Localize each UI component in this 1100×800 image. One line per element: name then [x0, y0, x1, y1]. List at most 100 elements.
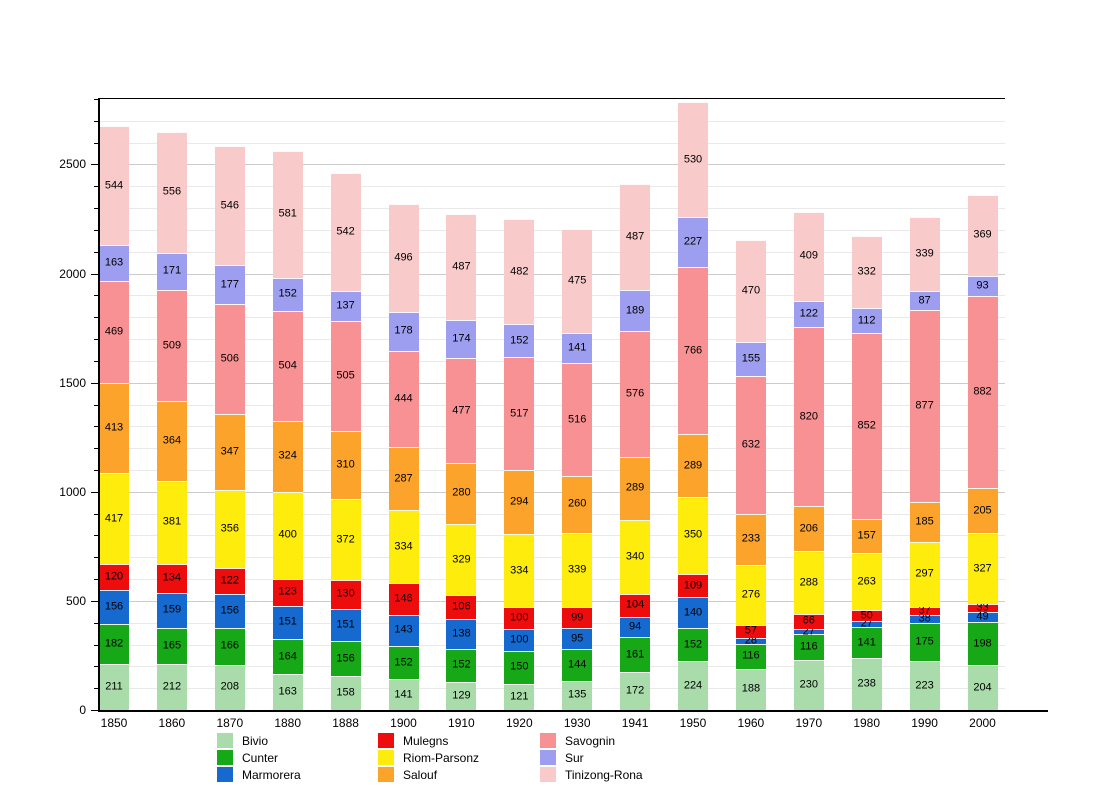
y-tick-minor — [94, 339, 98, 341]
x-tick-label: 1870 — [216, 716, 244, 730]
value-label: 530 — [683, 153, 703, 166]
value-label: 212 — [162, 680, 182, 693]
bar-segment-riom-parsonz-1860 — [156, 480, 187, 564]
y-tick-label: 2500 — [59, 157, 86, 172]
value-label: 288 — [799, 576, 818, 589]
value-label: 178 — [394, 324, 413, 337]
value-label: 37 — [918, 604, 931, 617]
value-label: 544 — [104, 179, 124, 192]
y-tick-major — [91, 382, 98, 384]
bar-segment-marmorera-1950 — [678, 597, 708, 628]
value-label: 121 — [510, 690, 529, 703]
bar-segment-marmorera-1888 — [330, 608, 361, 642]
value-label: 369 — [973, 228, 992, 241]
y-tick-label: 2000 — [59, 266, 86, 281]
value-label: 504 — [278, 359, 297, 372]
bar-segment-mulegns-1950 — [678, 573, 708, 598]
value-label: 364 — [162, 434, 182, 447]
value-label: 106 — [452, 600, 471, 613]
value-label: 66 — [802, 614, 815, 627]
plot-top-border — [98, 98, 1005, 99]
bar-segment-salouf-1860 — [156, 401, 187, 481]
value-label: 157 — [857, 529, 876, 542]
y-tick-major — [91, 710, 98, 711]
bar-segment-savognin-1870 — [214, 303, 245, 415]
bar-segment-tinizong-rona-1990 — [909, 217, 940, 292]
bar-segment-sur-1960 — [735, 342, 766, 377]
bar-segment-sur-1980 — [851, 308, 882, 333]
bar-segment-riom-parsonz-1910 — [446, 523, 477, 596]
legend-label-cunter: Cunter — [242, 751, 279, 765]
legend-swatch-mulegns — [378, 733, 394, 748]
value-label: 581 — [278, 207, 297, 220]
bar-segment-tinizong-rona-1920 — [504, 219, 535, 325]
value-label: 163 — [104, 256, 124, 269]
bar-segment-riom-parsonz-1980 — [851, 553, 882, 611]
bar-segment-bivio-1980 — [851, 658, 882, 710]
x-tick-label: 1930 — [563, 716, 591, 730]
x-tick-label: 1941 — [621, 716, 649, 730]
bar-segment-sur-2000 — [967, 275, 998, 296]
bar-segment-cunter-1941 — [620, 637, 651, 673]
y-tick-major — [91, 273, 98, 275]
value-label: 339 — [915, 247, 934, 260]
y-tick-major — [91, 600, 98, 602]
value-label: 95 — [571, 632, 584, 645]
bar-segment-sur-1930 — [562, 332, 593, 364]
value-label: 556 — [162, 185, 182, 198]
bar-segment-savognin-1960 — [735, 376, 766, 515]
value-label: 172 — [625, 684, 645, 697]
value-label: 409 — [799, 249, 818, 262]
bar-segment-cunter-1880 — [272, 638, 303, 675]
value-label: 506 — [220, 352, 239, 365]
bar-segment-tinizong-rona-1850 — [99, 126, 129, 245]
bar-segment-riom-parsonz-1950 — [678, 497, 708, 574]
value-label: 93 — [976, 279, 989, 292]
bar-segment-salouf-1930 — [562, 476, 593, 533]
legend-swatch-savognin — [540, 733, 556, 748]
legend-swatch-riom-parsonz — [378, 750, 394, 765]
value-label: 487 — [625, 230, 645, 243]
value-label: 400 — [278, 528, 297, 541]
bar-segment-salouf-1888 — [330, 431, 361, 499]
legend-swatch-sur — [540, 750, 556, 765]
legend-swatch-cunter — [217, 750, 233, 765]
y-tick-minor — [94, 557, 98, 559]
value-label: 188 — [741, 682, 761, 695]
bar-segment-tinizong-rona-1880 — [272, 150, 303, 278]
value-label: 475 — [568, 274, 587, 287]
x-tick-label: 1920 — [505, 716, 533, 730]
bar-segment-salouf-1941 — [620, 456, 651, 520]
value-label: 327 — [973, 562, 992, 575]
bar-segment-mulegns-1941 — [620, 594, 651, 617]
value-label: 164 — [278, 650, 297, 663]
bar-segment-mulegns-1970 — [793, 614, 824, 629]
x-tick-label: 2000 — [969, 716, 996, 730]
bar-segment-marmorera-1860 — [156, 593, 187, 628]
value-label: 123 — [278, 585, 297, 598]
y-tick-minor — [94, 186, 98, 188]
value-label: 469 — [104, 325, 124, 338]
bar-segment-sur-1850 — [99, 244, 129, 281]
value-label: 877 — [915, 399, 934, 412]
value-label: 260 — [568, 497, 587, 510]
bar-segment-salouf-1880 — [272, 420, 303, 492]
legend-swatch-bivio — [217, 733, 233, 748]
bar-segment-bivio-1970 — [793, 659, 824, 710]
bar-segment-marmorera-1880 — [272, 605, 303, 639]
bar-segment-marmorera-1960 — [735, 637, 766, 644]
value-label: 109 — [683, 579, 703, 591]
value-label: 477 — [452, 404, 471, 416]
value-label: 100 — [510, 633, 529, 646]
value-label: 175 — [915, 635, 934, 648]
value-label: 152 — [394, 656, 413, 669]
bar-segment-riom-parsonz-1960 — [735, 564, 766, 626]
value-label: 852 — [857, 419, 876, 432]
value-label: 116 — [742, 649, 760, 662]
value-label: 38 — [918, 612, 931, 625]
value-label: 238 — [857, 677, 876, 690]
bar-segment-marmorera-1870 — [214, 594, 245, 629]
x-tick-label: 1860 — [158, 716, 186, 730]
bar-segment-salouf-1920 — [504, 470, 535, 535]
value-label: 340 — [625, 550, 645, 563]
